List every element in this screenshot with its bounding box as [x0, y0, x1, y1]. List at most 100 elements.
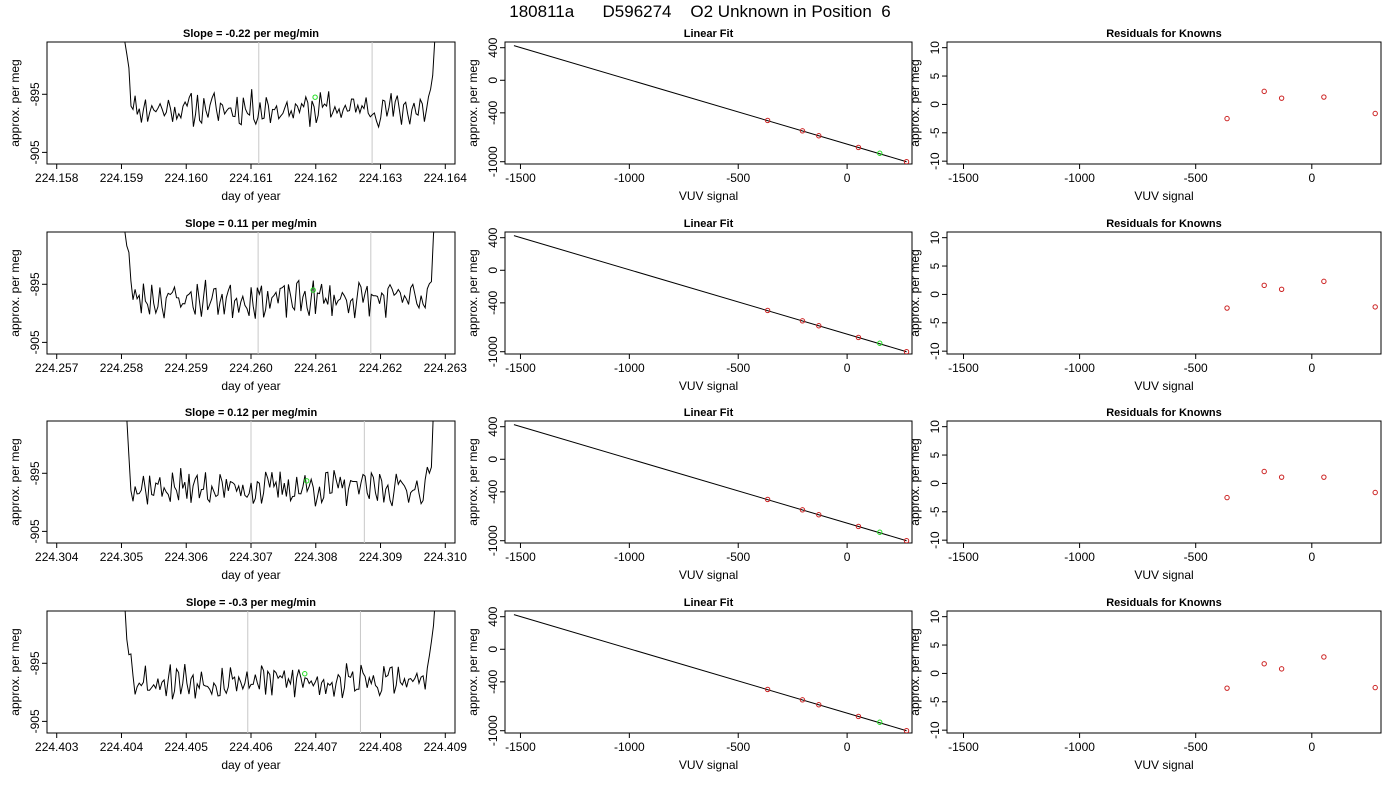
y-tick-label: 400 [486, 416, 500, 436]
known-point [855, 523, 862, 530]
x-tick-label: 0 [844, 361, 851, 375]
panel-linear_fit-0: Linear Fit -1500 -1000 -500 0 400 0 -400 -1000 VU… [466, 28, 913, 203]
x-tick-label: 224.409 [424, 740, 468, 754]
y-tick-label: -10 [928, 531, 942, 549]
known-point [855, 144, 862, 151]
residual-point [1372, 304, 1378, 310]
x-tick-label: 224.263 [424, 361, 468, 375]
plot-area [513, 235, 910, 354]
x-tick-label: -500 [1184, 361, 1208, 375]
residual-point [1372, 110, 1378, 117]
y-axis-label: approx. per meg [466, 59, 480, 146]
x-tick-label: -1000 [614, 550, 645, 564]
x-tick-label: 224.407 [294, 740, 338, 754]
y-axis-label: approx. per meg [8, 438, 22, 525]
y-tick-label: 5 [928, 641, 942, 648]
y-tick-label: 0 [928, 291, 942, 298]
x-tick-label: -1500 [505, 171, 536, 185]
known-point [816, 512, 822, 518]
known-point [764, 496, 771, 503]
panel-timeseries-2: Slope = 0.12 per meg/min 224.304 224.305 22… [8, 407, 468, 582]
x-tick-label: -1000 [614, 740, 645, 754]
panel-title: Slope = -0.3 per meg/min [186, 597, 316, 609]
y-axis-label: approx. per meg [466, 628, 480, 715]
signal-trace [126, 421, 434, 507]
known-point [903, 538, 910, 543]
fit-line [513, 614, 907, 732]
y-axis-label: approx. per meg [8, 628, 22, 715]
y-tick-label: 0 [486, 77, 500, 84]
y-axis-label: approx. per meg [466, 438, 480, 525]
x-axis-label: VUV signal [679, 379, 738, 393]
residual-point [1261, 88, 1267, 95]
y-tick-label: -905 [28, 140, 42, 164]
residual-point [1372, 684, 1378, 691]
y-tick-label: 5 [928, 72, 942, 79]
x-axis-label: VUV signal [679, 758, 738, 772]
y-tick-label: -1000 [486, 336, 500, 367]
plot-area [1224, 654, 1378, 691]
x-tick-label: 224.308 [294, 550, 338, 564]
y-tick-label: -1000 [486, 715, 500, 746]
x-axis-label: day of year [221, 758, 280, 772]
residual-point [1261, 661, 1267, 667]
y-tick-label: 0 [928, 670, 942, 677]
plot-area [1224, 468, 1378, 501]
panel-linear_fit-2: Linear Fit -1500 -1000 -500 0 400 0 -400 -1000 VU… [466, 407, 913, 582]
plot-frame [504, 420, 913, 544]
y-tick-label: -895 [28, 82, 42, 106]
x-tick-label: 0 [1308, 740, 1315, 754]
y-tick-label: 0 [486, 267, 500, 274]
x-tick-label: -1000 [1064, 550, 1095, 564]
panel-title: Residuals for Knowns [1106, 28, 1222, 40]
y-axis-label: approx. per meg [466, 249, 480, 336]
plot-area [1224, 278, 1378, 311]
panel-timeseries-3: Slope = -0.3 per meg/min 224.403 224.404 22… [8, 597, 468, 772]
y-tick-label: -895 [28, 461, 42, 485]
x-axis-label: day of year [221, 189, 280, 203]
known-point [799, 128, 806, 134]
x-tick-label: 224.310 [424, 550, 468, 564]
residual-point [1261, 468, 1267, 475]
y-tick-label: -5 [928, 127, 942, 138]
x-tick-label: 224.159 [100, 171, 144, 185]
panel-timeseries-1: Slope = 0.11 per meg/min 224.257 224.258 22… [8, 218, 468, 393]
panel-title: Slope = -0.22 per meg/min [183, 28, 319, 40]
panel-title: Linear Fit [684, 597, 734, 609]
x-axis-label: VUV signal [679, 189, 738, 203]
x-tick-label: 224.259 [165, 361, 209, 375]
residual-point [1321, 278, 1327, 285]
plot-area [513, 45, 910, 164]
plot-frame [504, 231, 913, 355]
y-tick-label: -5 [928, 317, 942, 328]
x-tick-label: -1000 [1064, 740, 1095, 754]
y-tick-label: 0 [486, 456, 500, 463]
plot-area [124, 232, 435, 354]
known-point [816, 702, 822, 708]
panel-linear_fit-1: Linear Fit -1500 -1000 -500 0 400 0 -400 -1000 VU… [466, 218, 913, 393]
x-tick-label: 224.306 [165, 550, 209, 564]
x-tick-label: 224.160 [165, 171, 209, 185]
y-tick-label: -5 [928, 506, 942, 517]
y-tick-label: -905 [28, 519, 42, 543]
x-tick-label: 0 [1308, 361, 1315, 375]
residual-point [1321, 94, 1327, 100]
unknown-point [310, 287, 316, 293]
unknown-point [303, 478, 310, 484]
plot-area [126, 421, 434, 543]
y-tick-label: 5 [928, 262, 942, 269]
x-tick-label: 224.305 [100, 550, 144, 564]
residual-point [1278, 474, 1285, 480]
x-tick-label: 224.403 [35, 740, 79, 754]
y-tick-label: 400 [486, 606, 500, 626]
x-tick-label: -500 [1184, 740, 1208, 754]
known-point [764, 307, 771, 314]
x-tick-label: 224.406 [229, 740, 273, 754]
known-point [855, 334, 862, 341]
x-tick-label: -1000 [614, 171, 645, 185]
x-tick-label: 224.162 [294, 171, 338, 185]
known-point [799, 697, 806, 703]
x-tick-label: 224.258 [100, 361, 144, 375]
y-tick-label: -10 [928, 721, 942, 739]
known-point [816, 133, 822, 139]
